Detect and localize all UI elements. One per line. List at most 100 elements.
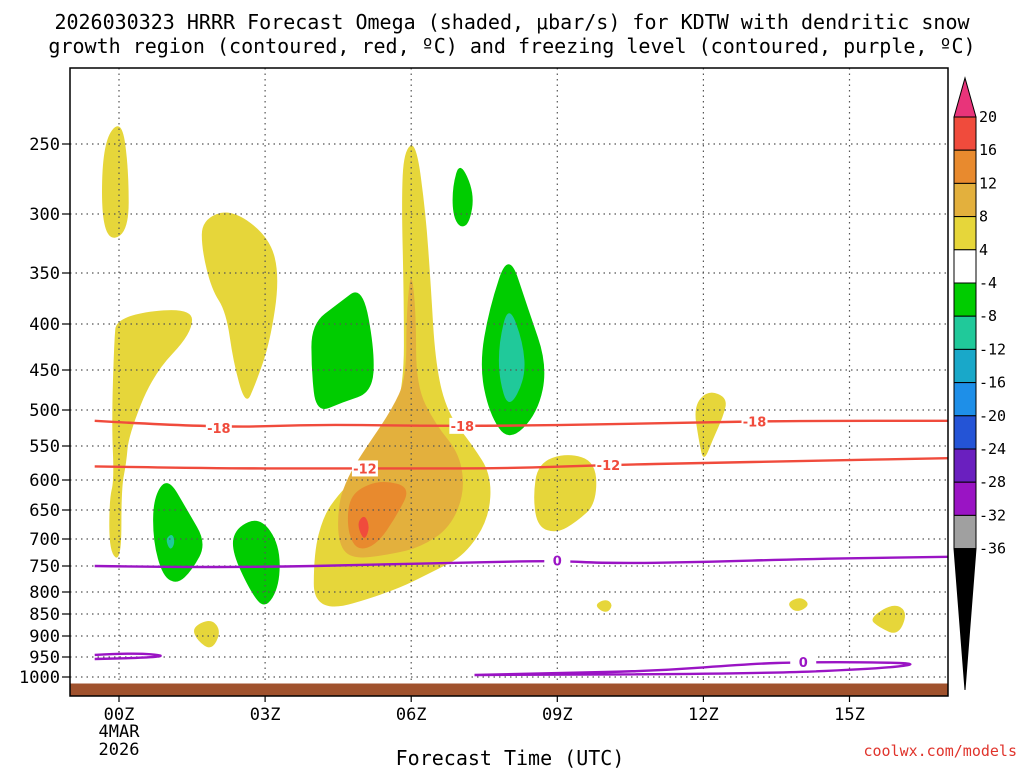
contour-label-background (351, 460, 378, 477)
colorbar-tick-label: 8 (979, 208, 988, 226)
contour-label: -18 (743, 416, 767, 431)
plot-frame (69, 67, 949, 697)
contour-label: -18 (451, 420, 475, 435)
y-axis: 2503003504004505005506006507007508008509… (19, 135, 70, 688)
y-tick-label: 750 (29, 557, 60, 577)
contour-label-background (741, 413, 768, 430)
contour-label: -18 (207, 422, 231, 437)
contour-line-3 (94, 652, 162, 661)
colorbar-bottom-arrow (953, 548, 977, 691)
contour-line-2 (94, 555, 949, 569)
omega-region-13 (153, 483, 203, 582)
colorbar-band (953, 348, 977, 384)
omega-region-17 (452, 167, 473, 227)
y-tick-label: 650 (29, 501, 60, 521)
y-tick-label: 250 (29, 135, 60, 155)
colorbar-tick-label: -16 (979, 374, 1006, 392)
colorbar-band (953, 514, 977, 550)
date-label-line-2: 2026 (99, 740, 140, 760)
colorbar-band (953, 282, 977, 317)
omega-shading-layer (102, 126, 906, 648)
colorbar-band (953, 116, 977, 151)
x-axis-label: Forecast Time (UTC) (396, 746, 625, 768)
y-tick-label: 600 (29, 471, 60, 491)
omega-region-15 (232, 520, 280, 605)
x-tick-label: 00Z (104, 705, 135, 725)
x-tick-label: 15Z (834, 705, 865, 725)
colorbar-top-arrow (953, 76, 977, 118)
x-axis: 00Z 03Z 06Z 09Z 12Z 15Z (104, 696, 865, 725)
colorbar: 20 16 12 8 4 -4 -8 -12 -16 -20 -24 -28 -32 -36 (953, 76, 1006, 691)
omega-region-14 (166, 535, 175, 549)
ground-surface (70, 683, 948, 696)
x-tick-label: 12Z (688, 705, 719, 725)
colorbar-tick-label: 4 (979, 241, 988, 259)
colorbar-band (953, 382, 977, 417)
omega-region-6 (358, 516, 369, 538)
colorbar-band (953, 182, 977, 218)
colorbar-tick-label: -4 (979, 274, 997, 292)
contour-line-1 (94, 457, 949, 470)
y-tick-label: 900 (29, 627, 60, 647)
colorbar-band (953, 216, 977, 251)
y-tick-label: 550 (29, 437, 60, 457)
contour-label: -12 (597, 459, 621, 474)
colorbar-tick-label: -20 (979, 407, 1006, 425)
colorbar-tick-label: 20 (979, 108, 997, 126)
omega-region-11 (872, 605, 906, 633)
omega-region-2 (201, 212, 278, 399)
contour-label-background (544, 552, 571, 569)
omega-region-19 (498, 313, 525, 402)
omega-region-1 (109, 310, 193, 558)
omega-region-0 (102, 126, 129, 238)
gridlines (70, 68, 948, 696)
omega-region-10 (789, 598, 808, 611)
y-tick-label: 400 (29, 315, 60, 335)
chart-title-line-2: growth region (contoured, red, ºC) and f… (48, 34, 975, 58)
y-tick-label: 350 (29, 264, 60, 284)
colorbar-band (953, 415, 977, 450)
omega-region-16 (311, 292, 374, 410)
y-tick-label: 500 (29, 401, 60, 421)
temperature-contours: -18 -18 -18 -12 -12 0 0 (94, 413, 949, 677)
y-tick-label: 850 (29, 605, 60, 625)
contour-line-4 (474, 661, 912, 677)
colorbar-band (953, 448, 977, 483)
omega-region-7 (534, 455, 597, 532)
x-tick-label: 06Z (396, 705, 427, 725)
colorbar-tick-label: -12 (979, 340, 1006, 358)
contour-label-background (449, 417, 476, 434)
x-tick-label: 09Z (542, 705, 573, 725)
contour-label-background (205, 420, 232, 436)
contour-label: 0 (799, 656, 808, 671)
colorbar-tick-label: 12 (979, 174, 997, 192)
x-tick-label: 03Z (250, 705, 281, 725)
colorbar-tick-label: -28 (979, 473, 1006, 491)
colorbar-band (953, 249, 977, 284)
colorbar-tick-label: 16 (979, 141, 997, 159)
date-label-line-1: 4MAR (99, 722, 141, 742)
chart-title-line-1: 2026030323 HRRR Forecast Omega (shaded, … (54, 10, 970, 34)
colorbar-band (953, 481, 977, 516)
y-tick-label: 450 (29, 361, 60, 381)
y-tick-label: 700 (29, 530, 60, 550)
contour-label: 0 (553, 555, 562, 570)
colorbar-band (953, 149, 977, 184)
colorbar-tick-label: -32 (979, 506, 1006, 524)
colorbar-band (953, 315, 977, 350)
y-tick-label: 300 (29, 205, 60, 225)
omega-region-12 (194, 621, 219, 648)
contour-label-background (790, 654, 817, 671)
contour-label-background (595, 457, 622, 474)
contour-label: -12 (353, 462, 377, 477)
plot-area: -18 -18 -18 -12 -12 0 0 (69, 67, 949, 697)
colorbar-tick-label: -8 (979, 307, 997, 325)
colorbar-tick-label: -24 (979, 440, 1006, 458)
y-tick-label: 1000 (19, 668, 60, 688)
omega-region-8 (695, 392, 726, 457)
omega-region-9 (596, 600, 612, 612)
credit-link[interactable]: coolwx.com/models (863, 742, 1017, 760)
y-tick-label: 800 (29, 583, 60, 603)
y-tick-label: 950 (29, 648, 60, 668)
